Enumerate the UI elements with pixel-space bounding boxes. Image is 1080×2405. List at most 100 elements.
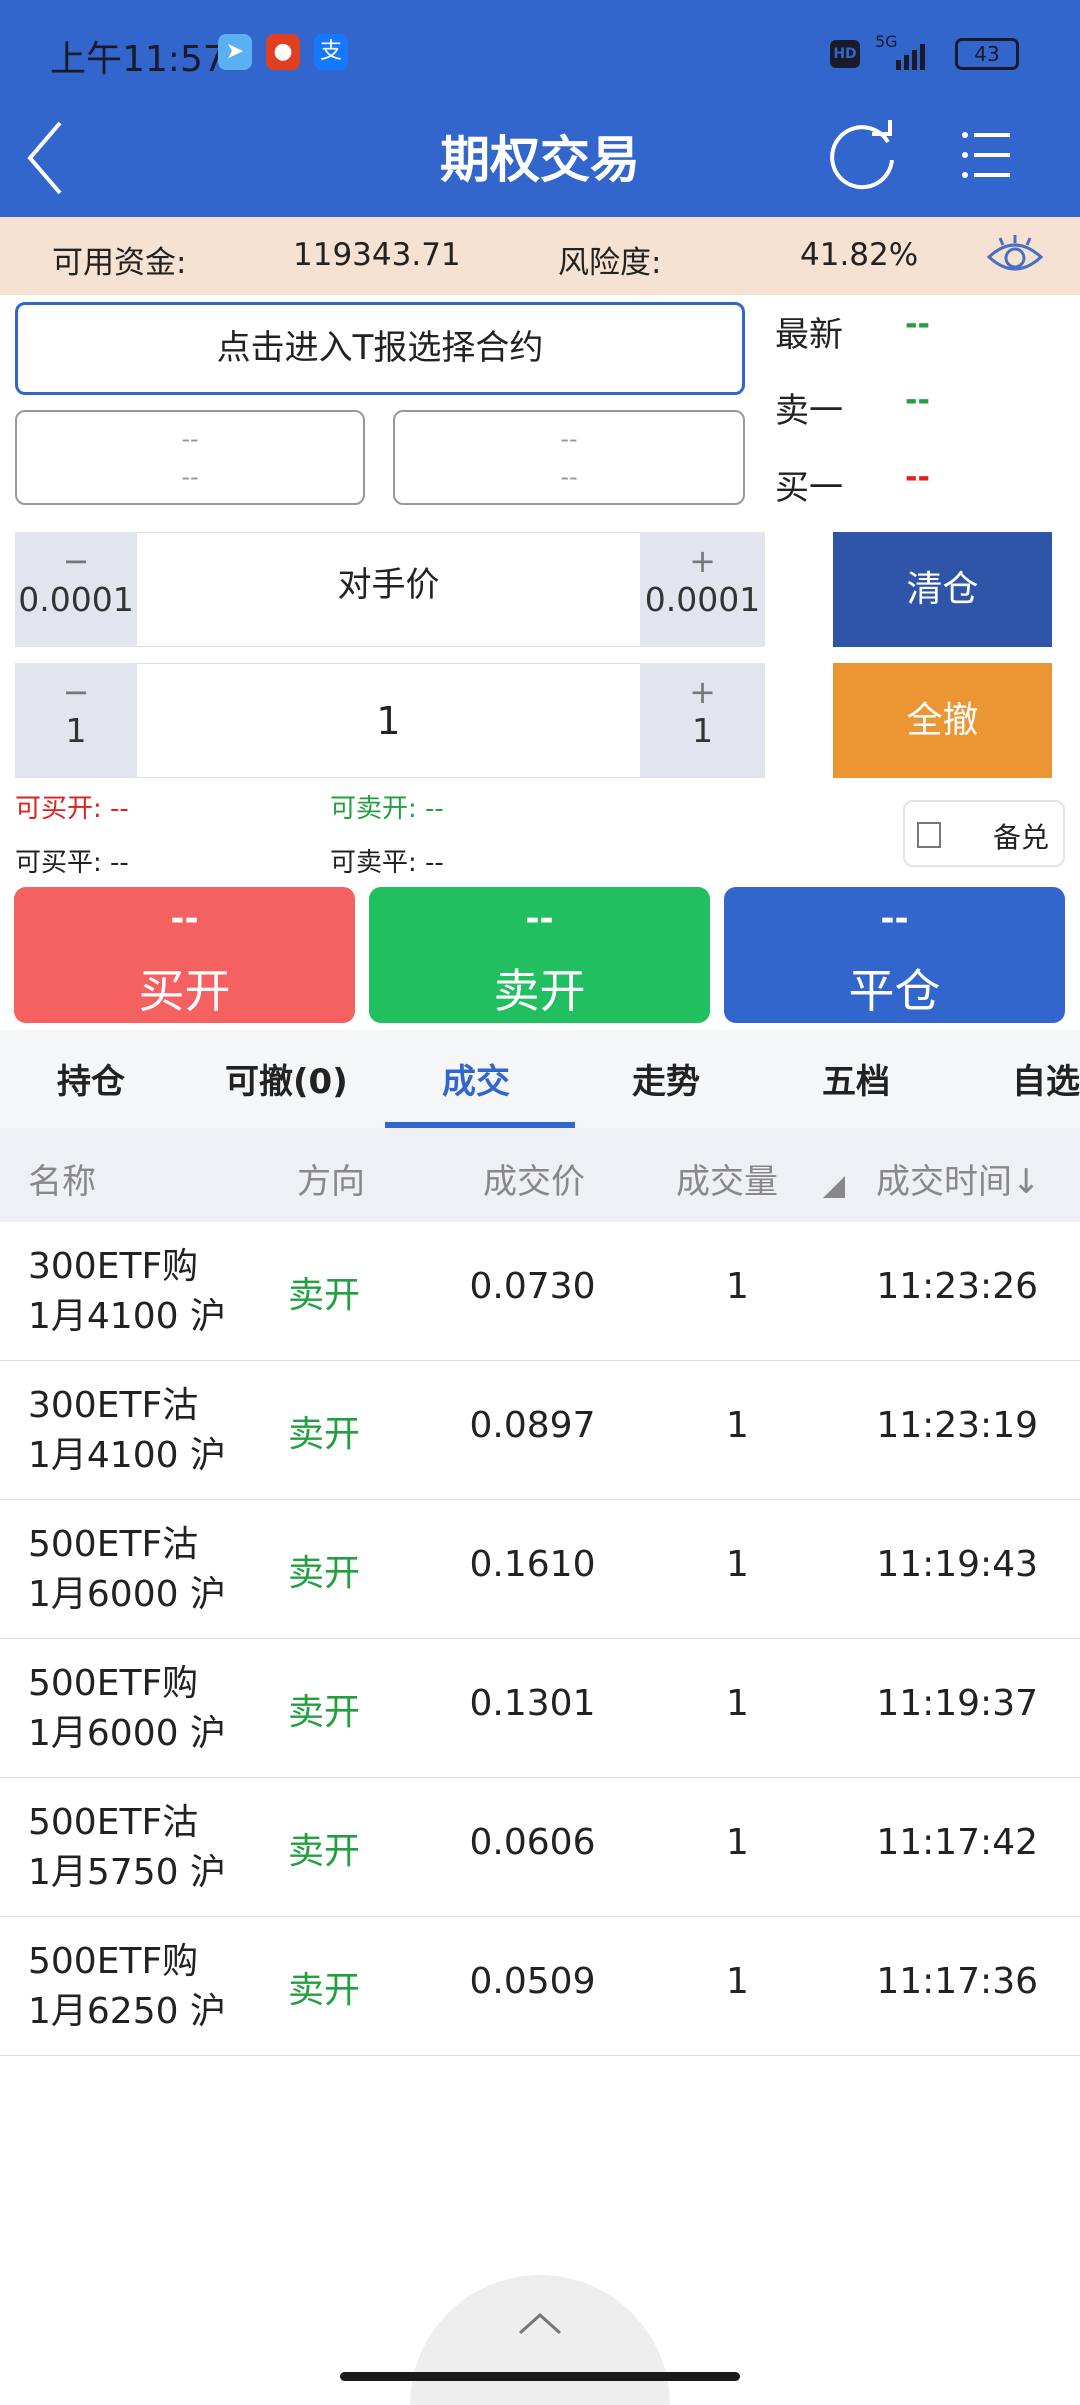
- trade-time: 11:19:37: [876, 1683, 1038, 1724]
- refresh-icon[interactable]: [830, 120, 900, 194]
- eye-icon[interactable]: [985, 235, 1045, 285]
- contract-box-left[interactable]: -- --: [15, 410, 365, 505]
- tab-trades[interactable]: 成交: [442, 1062, 510, 1102]
- trade-qty: 1: [726, 1266, 749, 1307]
- price-increase-button[interactable]: +0.0001: [640, 532, 765, 647]
- qty-input[interactable]: 1: [137, 663, 640, 778]
- price-step: 0.0001: [18, 580, 134, 619]
- contract-name-line1: 500ETF沽: [28, 1524, 199, 1565]
- quote-latest-value: --: [905, 307, 930, 342]
- tab-five-levels[interactable]: 五档: [822, 1062, 890, 1102]
- contract-box-right-line1: --: [560, 425, 578, 453]
- contract-name-line2: 1月6250 沪: [28, 1991, 226, 2032]
- table-row[interactable]: 300ETF购 1月4100 沪 卖开 0.0730 1 11:23:26: [0, 1222, 1080, 1361]
- back-icon[interactable]: [20, 118, 70, 202]
- trade-price: 0.0606: [469, 1822, 596, 1863]
- quote-bid-label: 买一: [775, 468, 843, 508]
- trade-time: 11:23:19: [876, 1405, 1038, 1446]
- can-buy-close: 可买平: --: [15, 848, 129, 878]
- trade-qty: 1: [726, 1405, 749, 1446]
- clear-position-button[interactable]: 清仓: [833, 532, 1052, 647]
- plus-icon: +: [689, 673, 716, 711]
- covered-checkbox[interactable]: 备兑: [903, 800, 1065, 867]
- select-contract-button[interactable]: 点击进入T报选择合约: [15, 302, 745, 395]
- price-input[interactable]: 对手价: [137, 532, 640, 647]
- menu-icon[interactable]: [962, 130, 1012, 184]
- tab-cancelable[interactable]: 可撤(0): [225, 1062, 348, 1102]
- table-row[interactable]: 500ETF沽 1月5750 沪 卖开 0.0606 1 11:17:42: [0, 1778, 1080, 1917]
- buy-open-label: 买开: [138, 964, 231, 1018]
- top-bar: 上午11:57 ➤ ● 支 HD 5G 43 期权交易: [0, 0, 1080, 217]
- contract-box-right[interactable]: -- --: [393, 410, 745, 505]
- qty-step: 1: [65, 711, 87, 750]
- qty-decrease-button[interactable]: −1: [15, 663, 137, 778]
- close-position-button[interactable]: -- 平仓: [724, 887, 1065, 1023]
- contract-name: 500ETF购 1月6250 沪: [28, 1937, 258, 2037]
- trade-price: 0.1301: [469, 1683, 596, 1724]
- price-step: 0.0001: [644, 580, 761, 619]
- quote-ask-value: --: [905, 383, 930, 418]
- can-sell-open: 可卖开: --: [330, 794, 444, 824]
- direction: 卖开: [288, 1414, 361, 1455]
- quote-bid-value: --: [905, 460, 930, 495]
- direction: 卖开: [288, 1553, 361, 1594]
- direction: 卖开: [288, 1970, 361, 2011]
- checkbox-icon: [917, 822, 941, 848]
- trade-price: 0.0509: [469, 1961, 596, 2002]
- table-row[interactable]: 500ETF购 1月6000 沪 卖开 0.1301 1 11:19:37: [0, 1639, 1080, 1778]
- page-title: 期权交易: [440, 131, 640, 189]
- cancel-all-button[interactable]: 全撤: [833, 663, 1052, 778]
- qty-step: 1: [692, 711, 713, 750]
- trade-price: 0.0897: [469, 1405, 596, 1446]
- home-indicator[interactable]: [340, 2372, 740, 2381]
- sell-open-price: --: [525, 899, 554, 939]
- tab-positions[interactable]: 持仓: [57, 1062, 125, 1102]
- direction: 卖开: [288, 1831, 361, 1872]
- can-sell-close: 可卖平: --: [330, 848, 444, 878]
- contract-name-line1: 300ETF购: [28, 1246, 199, 1287]
- contract-box-left-line1: --: [181, 425, 199, 453]
- col-direction[interactable]: 方向: [297, 1162, 365, 1202]
- table-row[interactable]: 500ETF购 1月6250 沪 卖开 0.0509 1 11:17:36: [0, 1917, 1080, 2056]
- buy-open-button[interactable]: -- 买开: [14, 887, 355, 1023]
- trade-price: 0.0730: [469, 1266, 596, 1307]
- col-time[interactable]: 成交时间↓: [876, 1162, 1041, 1202]
- contract-name: 500ETF沽 1月5750 沪: [28, 1798, 258, 1898]
- tab-trend[interactable]: 走势: [632, 1062, 700, 1102]
- contract-box-right-line2: --: [560, 463, 578, 491]
- contract-name-line1: 300ETF沽: [28, 1385, 199, 1426]
- close-position-label: 平仓: [848, 964, 941, 1018]
- fund-bar: 可用资金: 119343.71 风险度: 41.82%: [0, 217, 1080, 295]
- tab-bar: 持仓 可撤(0) 成交 走势 五档 自选: [0, 1030, 1080, 1128]
- trade-qty: 1: [726, 1544, 749, 1585]
- col-name[interactable]: 名称: [28, 1162, 96, 1202]
- risk-label: 风险度:: [558, 245, 662, 281]
- contract-name-line2: 1月4100 沪: [28, 1435, 226, 1476]
- qty-increase-button[interactable]: +1: [640, 663, 765, 778]
- contract-name-line1: 500ETF购: [28, 1663, 199, 1704]
- table-row[interactable]: 300ETF沽 1月4100 沪 卖开 0.0897 1 11:23:19: [0, 1361, 1080, 1500]
- contract-name-line2: 1月6000 沪: [28, 1713, 226, 1754]
- navigation-app-icon: ➤: [218, 34, 252, 70]
- sell-open-button[interactable]: -- 卖开: [369, 887, 710, 1023]
- tab-watchlist[interactable]: 自选: [1012, 1062, 1080, 1102]
- col-price[interactable]: 成交价: [483, 1162, 585, 1202]
- trade-time: 11:19:43: [876, 1544, 1038, 1585]
- chevron-up-icon: [518, 2311, 562, 2339]
- expand-panel-handle[interactable]: [410, 2275, 670, 2405]
- price-decrease-button[interactable]: −0.0001: [15, 532, 137, 647]
- risk-value: 41.82%: [800, 237, 919, 273]
- active-tab-indicator: [385, 1122, 575, 1128]
- available-funds-value: 119343.71: [293, 237, 461, 273]
- available-funds-label: 可用资金:: [52, 245, 187, 281]
- sell-open-label: 卖开: [493, 964, 586, 1018]
- alipay-app-icon: 支: [314, 34, 348, 70]
- contract-name-line2: 1月6000 沪: [28, 1574, 226, 1615]
- tomato-app-icon: ●: [266, 34, 300, 70]
- can-buy-open: 可买开: --: [15, 794, 129, 824]
- contract-name: 500ETF沽 1月6000 沪: [28, 1520, 258, 1620]
- trade-time: 11:17:42: [876, 1822, 1038, 1863]
- plus-icon: +: [689, 542, 716, 580]
- col-qty[interactable]: 成交量: [676, 1162, 778, 1202]
- table-row[interactable]: 500ETF沽 1月6000 沪 卖开 0.1610 1 11:19:43: [0, 1500, 1080, 1639]
